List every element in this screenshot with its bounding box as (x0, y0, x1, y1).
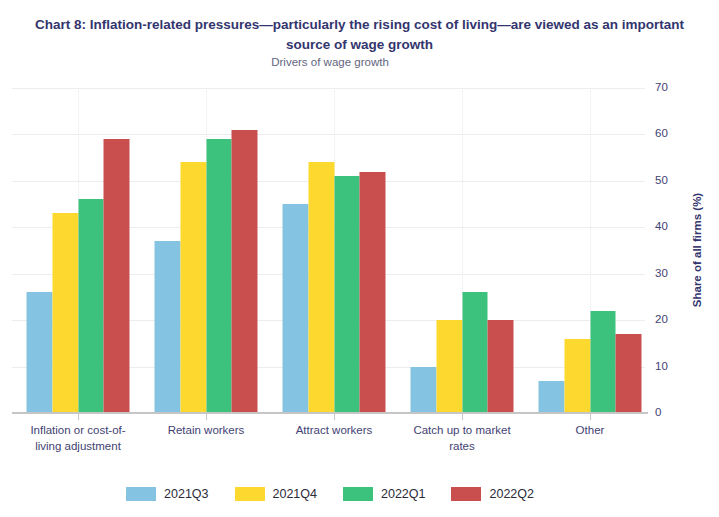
bar-2021q3-catch-up-to-market-rates[interactable] (411, 367, 437, 413)
legend-item-2021q4[interactable]: 2021Q4 (235, 487, 317, 501)
bar-group-retain-workers (155, 88, 258, 413)
chart-title: Chart 8: Inflation-related pressures—par… (30, 15, 690, 56)
x-label-slot-inflation-or-cost-of-living-adjustment: Inflation or cost-of-living adjustment (14, 423, 142, 454)
bar-2021q3-other[interactable] (539, 381, 565, 414)
category-slot-retain-workers (142, 88, 270, 413)
category-slot-attract-workers (270, 88, 398, 413)
legend-item-2022q2[interactable]: 2022Q2 (451, 487, 533, 501)
bar-2021q3-attract-workers[interactable] (283, 204, 309, 413)
y-axis-title: Share of all firms (%) (691, 193, 703, 307)
bar-group-attract-workers (283, 88, 386, 413)
x-category-label-attract-workers: Attract workers (296, 423, 373, 454)
y-tick-label-30: 30 (655, 267, 689, 279)
y-tick-label-40: 40 (655, 220, 689, 232)
y-tick-label-60: 60 (655, 127, 689, 139)
legend-item-2022q1[interactable]: 2022Q1 (343, 487, 425, 501)
legend-swatch-2022q2 (451, 487, 481, 501)
bar-2022q2-inflation-or-cost-of-living-adjustment[interactable] (104, 139, 130, 413)
bar-2021q3-inflation-or-cost-of-living-adjustment[interactable] (27, 292, 53, 413)
y-tick-label-10: 10 (655, 360, 689, 372)
x-tick-other (590, 414, 591, 420)
x-label-slot-attract-workers: Attract workers (270, 423, 398, 454)
legend-label-2022q2: 2022Q2 (489, 487, 533, 501)
y-tick-label-50: 50 (655, 174, 689, 186)
bar-2022q1-inflation-or-cost-of-living-adjustment[interactable] (78, 199, 104, 413)
bar-group-catch-up-to-market-rates (411, 88, 514, 413)
y-tick-label-0: 0 (655, 406, 689, 418)
x-axis-line (12, 412, 648, 414)
bar-2021q4-inflation-or-cost-of-living-adjustment[interactable] (52, 213, 78, 413)
x-category-label-inflation-or-cost-of-living-adjustment: Inflation or cost-of-living adjustment (19, 423, 137, 454)
legend-label-2021q3: 2021Q3 (164, 487, 208, 501)
legend-label-2021q4: 2021Q4 (273, 487, 317, 501)
bar-2021q3-retain-workers[interactable] (155, 241, 181, 413)
x-axis-category-labels: Inflation or cost-of-living adjustment Re… (14, 423, 654, 454)
x-tick-attract-workers (334, 414, 335, 420)
bar-group-inflation-or-cost-of-living-adjustment (27, 88, 130, 413)
x-category-label-other: Other (576, 423, 605, 454)
bar-2021q4-retain-workers[interactable] (180, 162, 206, 413)
x-label-slot-retain-workers: Retain workers (142, 423, 270, 454)
legend-swatch-2022q1 (343, 487, 373, 501)
wage-growth-drivers-chart: Chart 8: Inflation-related pressures—par… (0, 0, 719, 517)
y-tick-label-70: 70 (655, 81, 689, 93)
bar-2021q4-catch-up-to-market-rates[interactable] (436, 320, 462, 413)
bar-2022q1-catch-up-to-market-rates[interactable] (462, 292, 488, 413)
legend-item-2021q3[interactable]: 2021Q3 (126, 487, 208, 501)
legend-swatch-2021q4 (235, 487, 265, 501)
x-label-slot-other: Other (526, 423, 654, 454)
x-label-slot-catch-up-to-market-rates: Catch up to market rates (398, 423, 526, 454)
bar-2022q2-other[interactable] (616, 334, 642, 413)
bar-2022q2-retain-workers[interactable] (232, 130, 258, 413)
bar-2022q2-attract-workers[interactable] (360, 172, 386, 413)
x-tick-inflation-or-cost-of-living-adjustment (78, 414, 79, 420)
chart-subtitle: Drivers of wage growth (0, 56, 660, 68)
bar-group-slots (14, 88, 654, 413)
bar-2022q1-retain-workers[interactable] (206, 139, 232, 413)
legend-label-2022q1: 2022Q1 (381, 487, 425, 501)
category-slot-catch-up-to-market-rates (398, 88, 526, 413)
legend-swatch-2021q3 (126, 487, 156, 501)
bar-group-other (539, 88, 642, 413)
y-tick-label-20: 20 (655, 313, 689, 325)
x-category-label-catch-up-to-market-rates: Catch up to market rates (403, 423, 521, 454)
bar-2021q4-other[interactable] (564, 339, 590, 413)
bar-2022q2-catch-up-to-market-rates[interactable] (488, 320, 514, 413)
x-tick-retain-workers (206, 414, 207, 420)
legend: 2021Q3 2021Q4 2022Q1 2022Q2 (0, 487, 660, 501)
bar-2021q4-attract-workers[interactable] (308, 162, 334, 413)
x-category-label-retain-workers: Retain workers (168, 423, 245, 454)
category-slot-other (526, 88, 654, 413)
bar-2022q1-attract-workers[interactable] (334, 176, 360, 413)
bar-2022q1-other[interactable] (590, 311, 616, 413)
x-tick-catch-up-to-market-rates (462, 414, 463, 420)
category-slot-inflation-or-cost-of-living-adjustment (14, 88, 142, 413)
plot-area (12, 88, 645, 413)
